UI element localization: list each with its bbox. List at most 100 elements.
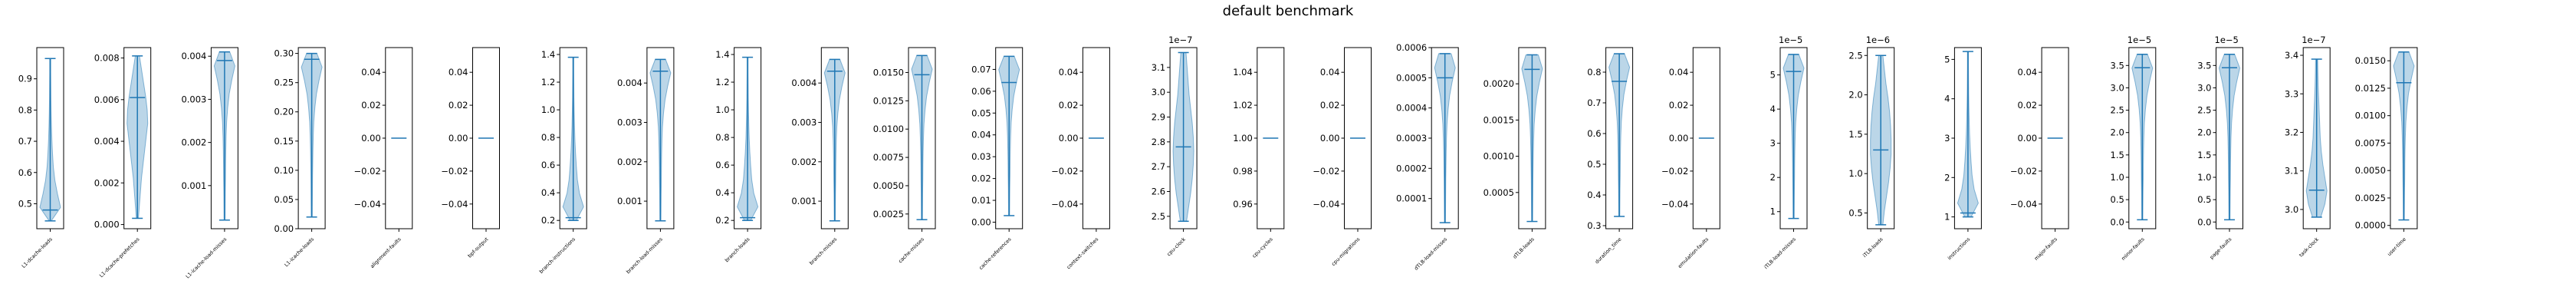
y-tick-label: 0.0004 [1396,103,1427,114]
y-tick-label: −0.04 [354,199,381,210]
axis-offset-label: 1e−7 [2302,35,2325,45]
violin-panel: 0.3 0.4 0.5 0.6 0.7 0.8 duration_time [1587,47,1634,265]
x-tick-label: branch-load-misses [625,236,664,275]
y-tick-label: 0.2 [715,215,729,226]
y-tick-label: 0.02 [1669,100,1689,111]
y-tick-label: −0.04 [441,199,468,210]
y-tick-label: 0.03 [971,151,991,162]
axis-offset-label: 1e−5 [2128,35,2151,45]
y-tick-label: 1.4 [541,49,555,60]
y-tick-label: 0.000 [94,220,120,230]
violin-panel: 0.0005 0.0010 0.0015 0.0020 dTLB-loads [1484,47,1546,260]
x-tick-label: context-switches [1066,236,1100,270]
y-tick-label: 3.0 [2285,204,2298,215]
y-tick-label: 0.3 [1587,220,1601,231]
y-tick-label: −0.02 [1051,166,1078,177]
violin-panel: 2.5 2.6 2.7 2.8 2.9 3.0 3.1 1e−7 cpu-clock [1152,35,1198,258]
y-tick-label: 0.7 [1587,97,1601,108]
y-tick-label: 0.01 [971,195,991,206]
y-tick-label: 1.2 [715,77,729,87]
y-tick-label: 0.8 [18,104,32,115]
y-tick-label: 0.04 [361,67,381,78]
y-tick-label: 0.0150 [2355,55,2386,66]
y-tick-label: 0.0015 [1484,114,1514,125]
y-tick-label: −0.02 [354,166,381,177]
y-tick-label: 0.004 [791,78,816,88]
y-tick-label: 1.02 [1233,100,1253,111]
y-tick-label: 0.0006 [1396,42,1427,53]
violin-panel: 0.2 0.4 0.6 0.8 1.0 1.2 1.4 branch-loads [715,47,762,263]
violin-panel: −0.04 −0.02 0.00 0.02 0.04 context-switches [1051,47,1110,270]
y-tick-label: 0.20 [274,107,294,117]
y-tick-label: 0.0025 [873,209,904,220]
y-tick-label: 0.002 [94,177,120,188]
violin-panel: −0.04 −0.02 0.00 0.02 0.04 emulation-faults [1661,47,1720,269]
y-tick-label: 0.0100 [2355,111,2386,121]
y-tick-label: 0.0020 [1484,78,1514,89]
y-tick-label: 0.00 [361,133,381,144]
x-tick-label: user-time [2386,236,2407,257]
x-tick-label: branch-loads [724,236,751,263]
y-tick-label: 0.00 [1669,133,1689,144]
y-tick-label: 0.96 [1233,199,1253,210]
y-tick-label: 0.07 [971,64,991,74]
y-tick-label: 0.9 [18,74,32,84]
y-tick-label: 1.04 [1233,67,1253,78]
x-tick-label: L1-icache-loads [283,236,315,268]
y-tick-label: 0.5 [2111,194,2124,205]
y-tick-label: 0.0 [2111,216,2124,227]
violin-panel: 0.96 0.98 1.00 1.02 1.04 cpu-cycles [1233,47,1285,259]
violin-panel: 0.001 0.002 0.003 0.004 branch-load-misses [617,47,675,275]
y-tick-label: 0.98 [1233,166,1253,177]
x-tick-label: minor-faults [2121,236,2147,262]
x-tick-label: cpu-clock [1166,236,1188,258]
y-tick-label: 0.002 [617,157,642,167]
violin-panel: 0.00 0.05 0.10 0.15 0.20 0.25 0.30 L1-icache-lo… [274,47,326,268]
y-tick-label: 0.04 [449,67,468,78]
y-tick-label: 0.0005 [1484,187,1514,198]
y-tick-label: 0.25 [274,78,294,88]
violin-panel: 0.2 0.4 0.6 0.8 1.0 1.2 1.4 branch-instructions [538,47,587,275]
y-tick-label: 0.6 [541,160,555,170]
y-tick-label: 4 [1770,104,1776,114]
y-tick-label: 3.5 [2111,60,2124,71]
y-tick-label: 0.00 [274,223,294,234]
y-tick-label: 1.5 [2197,150,2211,160]
x-tick-label: cpu-migrations [1330,236,1362,267]
y-tick-label: 0.004 [617,78,642,88]
y-tick-label: 3.1 [2285,166,2298,177]
y-tick-label: 0.5 [18,198,32,209]
x-tick-label: iTLB-loads [1861,236,1884,259]
x-tick-label: L1-dcache-loads [21,236,54,269]
y-tick-label: −0.02 [1313,166,1339,177]
y-tick-label: 3.0 [2111,82,2124,93]
y-tick-label: 1.5 [1848,129,1862,140]
y-tick-label: 0.00 [971,216,991,227]
y-tick-label: 0.0100 [873,124,904,134]
y-tick-label: 1.2 [541,77,555,87]
y-tick-label: 0.4 [541,187,555,198]
x-tick-label: cpu-cycles [1251,236,1274,259]
y-tick-label: 0.003 [181,94,206,104]
y-tick-label: 0.15 [274,136,294,147]
y-tick-label: 0.0025 [2355,193,2386,203]
y-tick-label: 0.0125 [2355,83,2386,94]
y-tick-label: 0.001 [181,180,206,191]
y-tick-label: 0.30 [274,48,294,59]
y-tick-label: 0.0075 [873,152,904,163]
y-tick-label: 0.02 [449,100,468,111]
violin-panel: 0.5 0.6 0.7 0.8 0.9 L1-dcache-loads [18,47,64,269]
y-tick-label: 0.02 [1059,100,1079,111]
y-tick-label: 5 [1770,70,1776,81]
y-tick-label: 0.2 [541,215,555,226]
y-tick-label: 0.04 [1320,67,1340,78]
chart-title: default benchmark [1222,3,1354,19]
y-tick-label: 0.4 [715,187,729,198]
violin-panel: 0.0000 0.0025 0.0050 0.0075 0.0100 0.0125 0.01… [2355,47,2418,257]
y-tick-label: 0.001 [617,196,642,206]
y-tick-label: 2.5 [1152,211,1165,222]
y-tick-label: 0.05 [971,107,991,118]
y-tick-label: 0.6 [715,160,729,170]
y-tick-label: 3.5 [2197,60,2211,71]
